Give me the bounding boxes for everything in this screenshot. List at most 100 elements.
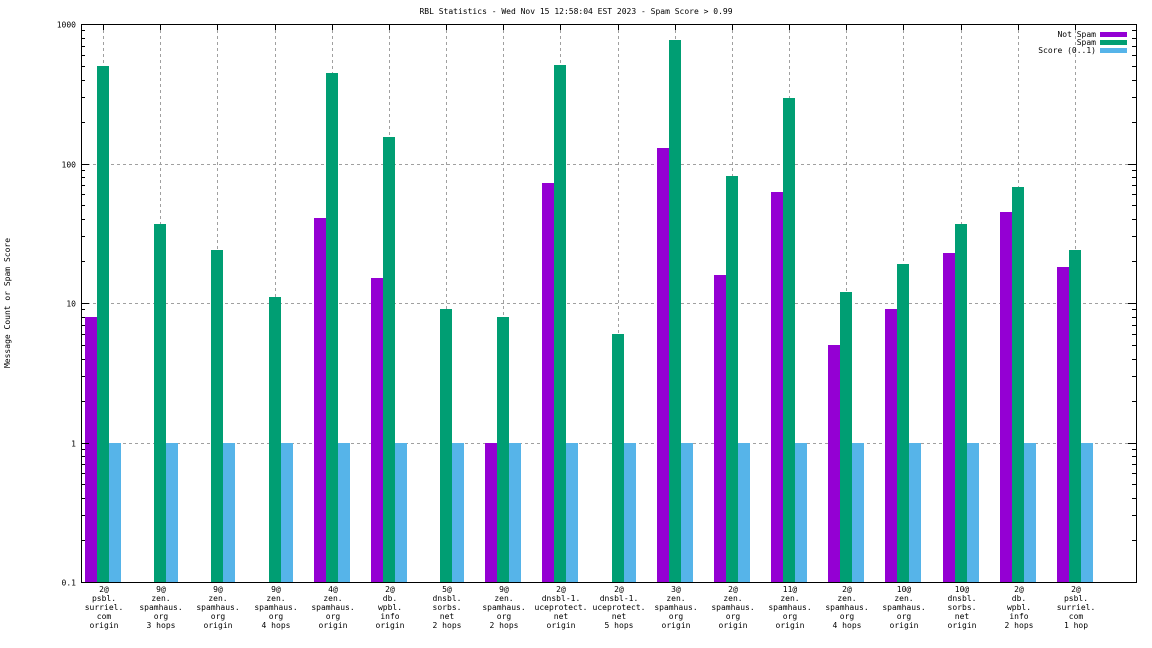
x-tick-label: origin <box>776 621 805 630</box>
bar-not-spam <box>314 218 326 582</box>
x-tick-label: db. <box>383 594 397 603</box>
bar-spam <box>897 264 909 582</box>
x-tick-label: spamhaus. <box>825 603 868 612</box>
bar-not-spam <box>828 345 840 582</box>
x-tick-label: 1 hop <box>1064 621 1088 630</box>
x-tick-label: 2 hops <box>1005 621 1034 630</box>
x-tick-label: origin <box>547 621 576 630</box>
x-tick-label: 2@ <box>842 585 852 594</box>
x-tick-label: 2@ <box>385 585 395 594</box>
bars-layer <box>85 40 1093 582</box>
bar-not-spam <box>714 275 726 582</box>
x-tick-label: zen. <box>723 594 742 603</box>
bar-not-spam <box>1000 212 1012 582</box>
x-tick-label: uceprotect. <box>535 603 588 612</box>
x-tick-label: sorbs. <box>948 603 977 612</box>
bar-score-0-1 <box>223 443 235 582</box>
legend-label: Spam <box>1077 38 1096 47</box>
bar-score-0-1 <box>395 443 407 582</box>
x-tick-label: origin <box>376 621 405 630</box>
x-tick-label: net <box>955 612 970 621</box>
bar-score-0-1 <box>566 443 578 582</box>
x-tick-label: 9@ <box>213 585 223 594</box>
bar-spam <box>497 317 509 582</box>
x-tick-label: 5@ <box>442 585 452 594</box>
x-tick-label: zen. <box>894 594 913 603</box>
x-tick-label: 2@ <box>1014 585 1024 594</box>
bar-spam <box>97 66 109 582</box>
x-tick-label: zen. <box>494 594 513 603</box>
bar-not-spam <box>542 183 554 582</box>
x-tick-label: 2@ <box>556 585 566 594</box>
x-tick-label: wpbl. <box>1007 603 1031 612</box>
x-tick-label: org <box>840 612 855 621</box>
y-tick-label: 100 <box>62 161 77 170</box>
x-tick-label: spamhaus. <box>311 603 354 612</box>
bar-score-0-1 <box>338 443 350 582</box>
y-axis-ticks: 1000 100 10 1 0.1 <box>57 21 1136 588</box>
x-tick-label: origin <box>890 621 919 630</box>
x-tick-label: zen. <box>266 594 285 603</box>
x-tick-label: 2@ <box>99 585 109 594</box>
bar-spam <box>154 224 166 582</box>
x-tick-label: zen. <box>151 594 170 603</box>
bar-score-0-1 <box>909 443 921 582</box>
y-axis-label: Message Count or Spam Score <box>3 238 12 368</box>
legend-swatch <box>1100 32 1127 37</box>
x-tick-label: origin <box>662 621 691 630</box>
x-tick-label: spamhaus. <box>139 603 182 612</box>
x-tick-label: com <box>97 612 112 621</box>
x-tick-label: db. <box>1012 594 1026 603</box>
x-tick-label: dnsbl. <box>948 594 977 603</box>
bar-not-spam <box>485 443 497 582</box>
chart-title: RBL Statistics - Wed Nov 15 12:58:04 EST… <box>419 7 732 16</box>
x-tick-label: surriel. <box>85 603 124 612</box>
legend-label: Not Spam <box>1057 30 1096 39</box>
bar-score-0-1 <box>681 443 693 582</box>
bar-spam <box>955 224 967 582</box>
bar-spam <box>326 73 338 582</box>
x-tick-label: info <box>380 612 399 621</box>
x-tick-label: 5 hops <box>605 621 634 630</box>
x-tick-label: origin <box>319 621 348 630</box>
x-tick-label: 10@ <box>955 585 970 594</box>
x-tick-label: 2 hops <box>433 621 462 630</box>
x-tick-label: spamhaus. <box>711 603 754 612</box>
x-tick-label: origin <box>204 621 233 630</box>
x-tick-label: dnsbl. <box>433 594 462 603</box>
x-tick-label: zen. <box>780 594 799 603</box>
legend-swatch <box>1100 48 1127 53</box>
x-tick-label: org <box>669 612 684 621</box>
bar-spam <box>783 98 795 582</box>
x-tick-label: surriel. <box>1057 603 1096 612</box>
x-tick-label: 9@ <box>271 585 281 594</box>
bar-spam <box>1069 250 1081 582</box>
bar-not-spam <box>885 309 897 582</box>
bar-score-0-1 <box>1024 443 1036 582</box>
x-tick-label: 2 hops <box>490 621 519 630</box>
x-tick-label: zen. <box>837 594 856 603</box>
x-tick-label: org <box>497 612 512 621</box>
bar-score-0-1 <box>852 443 864 582</box>
x-tick-label: 11@ <box>783 585 798 594</box>
bar-score-0-1 <box>967 443 979 582</box>
x-tick-label: zen. <box>208 594 227 603</box>
x-tick-label: org <box>897 612 912 621</box>
y-tick-label: 0.1 <box>62 579 77 588</box>
x-tick-label: info <box>1009 612 1028 621</box>
x-tick-label: 4 hops <box>833 621 862 630</box>
x-tick-label: 3 hops <box>147 621 176 630</box>
x-tick-label: 2@ <box>614 585 624 594</box>
x-tick-label: sorbs. <box>433 603 462 612</box>
x-tick-label: spamhaus. <box>768 603 811 612</box>
bar-score-0-1 <box>109 443 121 582</box>
bar-spam <box>554 65 566 582</box>
x-tick-label: 2@ <box>728 585 738 594</box>
x-tick-label: dnsbl-1. <box>542 594 581 603</box>
bar-not-spam <box>943 253 955 582</box>
bar-score-0-1 <box>795 443 807 582</box>
bar-not-spam <box>1057 267 1069 582</box>
bar-score-0-1 <box>624 443 636 582</box>
